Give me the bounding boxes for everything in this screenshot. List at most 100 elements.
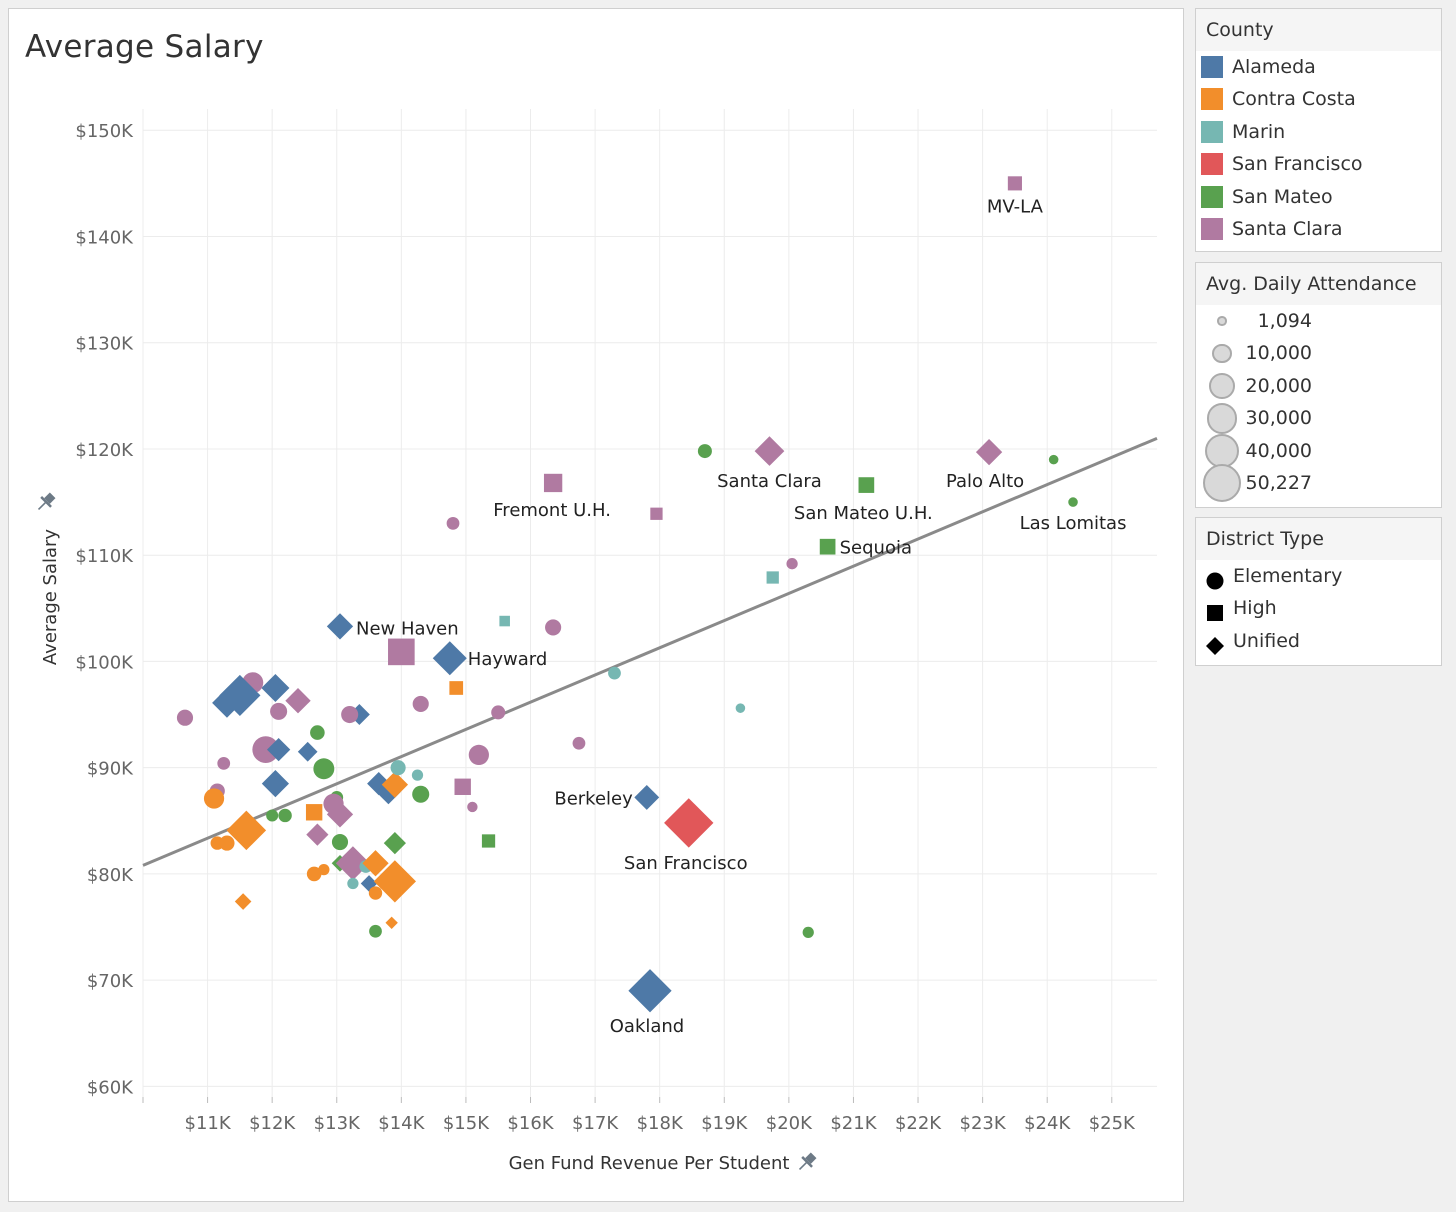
diamond-icon	[1206, 633, 1224, 655]
color-swatch	[1201, 88, 1223, 111]
data-point	[341, 706, 359, 724]
district-type-label: Elementary	[1233, 565, 1343, 587]
county-legend-item[interactable]: Alameda	[1196, 51, 1441, 83]
point-label: Las Lomitas	[1020, 513, 1127, 534]
county-legend-item[interactable]: San Mateo	[1196, 181, 1441, 213]
size-legend-label: 40,000	[1245, 439, 1312, 462]
size-circle-icon	[1203, 464, 1241, 503]
county-legend-label: Contra Costa	[1232, 88, 1356, 111]
data-point	[318, 864, 330, 876]
county-legend-item[interactable]: Santa Clara	[1196, 213, 1441, 245]
data-point	[369, 924, 382, 938]
labeled-data-point	[819, 538, 836, 555]
size-legend-item: 20,000	[1196, 370, 1441, 402]
county-legend-items: Alameda Contra Costa Marin San Francisco San…	[1196, 51, 1441, 245]
data-point	[306, 866, 322, 882]
data-point	[411, 769, 424, 781]
district-type-legend: District Type Elementary High Unified	[1195, 517, 1442, 666]
labeled-data-point	[1007, 176, 1022, 191]
data-point	[297, 741, 318, 762]
pin-plate	[40, 496, 52, 508]
color-swatch	[1201, 185, 1223, 208]
data-point	[226, 810, 267, 851]
data-point	[234, 893, 252, 910]
data-point	[270, 702, 288, 720]
point-label: Sequoia	[840, 538, 912, 559]
point-labels: MV-LA Santa Clara Palo Alto Fremont U.H. San…	[356, 196, 1126, 1036]
labeled-data-point	[975, 438, 1003, 466]
district-type-legend-item[interactable]: High	[1196, 592, 1441, 624]
data-point	[252, 736, 280, 763]
data-point	[310, 725, 325, 740]
data-point	[786, 558, 798, 570]
x-tick-label: $14K	[378, 1113, 425, 1134]
x-axis-pin-icon	[798, 1152, 817, 1171]
labeled-data-point	[754, 436, 785, 466]
size-legend-label: 1,094	[1257, 310, 1312, 332]
size-legend-item: 50,227	[1196, 464, 1441, 503]
pin-needle	[798, 1161, 808, 1171]
point-label: San Mateo U.H.	[794, 503, 933, 524]
data-point	[1048, 454, 1059, 465]
data-point	[266, 809, 279, 822]
data-point	[305, 804, 323, 821]
point-label: MV-LA	[987, 196, 1044, 217]
data-point	[261, 770, 290, 798]
size-legend-item: 1,094	[1196, 305, 1441, 337]
county-legend-item[interactable]: Contra Costa	[1196, 83, 1441, 115]
county-legend-label: San Francisco	[1232, 153, 1363, 176]
size-legend-item: 30,000	[1196, 402, 1441, 434]
color-swatch	[1201, 153, 1223, 176]
size-legend: Avg. Daily Attendance 1,094 10,000 20,000 3…	[1195, 262, 1442, 508]
data-point	[219, 835, 235, 851]
y-tick-label: $80K	[87, 865, 134, 886]
data-point	[454, 778, 471, 795]
data-point	[388, 638, 415, 666]
chart-title: Average Salary	[25, 29, 264, 65]
data-point	[608, 666, 621, 680]
point-label: Berkeley	[554, 788, 633, 809]
county-legend-item[interactable]: Marin	[1196, 116, 1441, 148]
color-swatch	[1201, 120, 1223, 143]
x-tick-label: $15K	[443, 1113, 490, 1134]
labeled-data-point	[634, 784, 660, 810]
data-point	[347, 877, 359, 890]
data-point	[368, 886, 383, 900]
trend-line	[142, 436, 1158, 867]
x-tick-label: $24K	[1024, 1113, 1071, 1134]
size-legend-label: 10,000	[1245, 342, 1312, 365]
y-tick-label: $60K	[87, 1077, 134, 1098]
x-tick-label: $21K	[830, 1113, 877, 1134]
district-type-legend-items: Elementary High Unified	[1196, 560, 1441, 657]
point-label: Oakland	[610, 1016, 685, 1037]
square-icon	[1206, 600, 1223, 622]
y-tick-label: $70K	[87, 971, 134, 992]
data-point	[735, 703, 746, 713]
data-point	[572, 736, 586, 750]
data-point	[385, 916, 398, 929]
y-tick-label: $150K	[75, 121, 134, 142]
y-tick-label: $120K	[75, 440, 134, 461]
district-type-legend-item[interactable]: Elementary	[1196, 560, 1441, 592]
x-tick-label: $19K	[701, 1113, 748, 1134]
county-legend: County Alameda Contra Costa Marin San Franc…	[1195, 8, 1442, 252]
data-point	[278, 808, 292, 823]
county-legend-label: San Mateo	[1232, 185, 1333, 208]
labeled-data-point	[858, 477, 875, 493]
size-circle-icon	[1206, 403, 1238, 434]
x-axis-label: Gen Fund Revenue Per Student	[509, 1153, 790, 1174]
x-tick-label: $25K	[1089, 1113, 1136, 1134]
size-legend-label: 50,227	[1245, 471, 1312, 494]
data-point	[766, 571, 779, 584]
y-tick-label: $130K	[75, 334, 134, 355]
county-legend-label: Alameda	[1232, 56, 1316, 78]
county-legend-item[interactable]: San Francisco	[1196, 148, 1441, 180]
data-point	[449, 681, 464, 695]
size-legend-label: 20,000	[1245, 374, 1312, 397]
data-point	[212, 688, 242, 718]
y-axis-label: Average Salary	[40, 529, 61, 666]
trend-line-layer	[142, 436, 1158, 867]
district-type-legend-item[interactable]: Unified	[1196, 625, 1441, 657]
y-tick-label: $140K	[75, 227, 134, 248]
data-point	[381, 771, 409, 798]
